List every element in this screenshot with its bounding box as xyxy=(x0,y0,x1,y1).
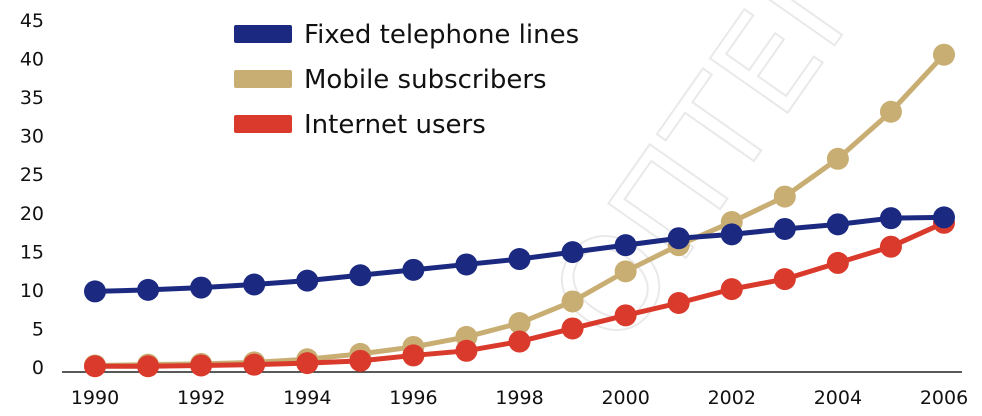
x-tick-label: 2000 xyxy=(601,387,649,409)
data-point xyxy=(826,213,849,236)
data-point xyxy=(773,268,796,291)
series-layer xyxy=(84,43,955,378)
legend-item: Internet users xyxy=(234,110,486,140)
legend-item: Fixed telephone lines xyxy=(234,20,579,50)
data-point xyxy=(84,280,106,303)
data-point xyxy=(508,312,531,335)
data-point xyxy=(561,290,584,313)
y-tick-label: 20 xyxy=(20,203,44,225)
y-tick-label: 35 xyxy=(20,87,44,109)
x-tick-label: 2006 xyxy=(920,387,968,409)
x-tick-label: 2002 xyxy=(708,387,756,409)
x-tick-label: 1998 xyxy=(495,387,543,409)
data-point xyxy=(879,207,902,230)
y-tick-label: 10 xyxy=(20,280,44,302)
data-point xyxy=(561,317,584,340)
data-point xyxy=(84,355,106,378)
legend: Fixed telephone lines Mobile subscribers I… xyxy=(234,20,579,140)
series-0 xyxy=(84,206,955,303)
data-point xyxy=(455,339,478,362)
data-point xyxy=(349,264,372,287)
data-point xyxy=(243,353,266,376)
x-tick-label: 1994 xyxy=(283,387,331,409)
data-point xyxy=(508,330,531,353)
legend-swatch xyxy=(234,70,292,88)
data-point xyxy=(614,260,637,283)
data-point xyxy=(561,241,584,264)
data-point xyxy=(190,354,213,377)
data-point xyxy=(243,273,266,296)
y-axis-ticks: 0 5 10 15 20 25 30 35 40 45 xyxy=(20,10,44,379)
y-tick-label: 25 xyxy=(20,164,44,186)
data-point xyxy=(720,223,743,246)
data-point xyxy=(933,206,955,229)
data-point xyxy=(667,291,690,314)
legend-label: Fixed telephone lines xyxy=(304,20,579,50)
x-tick-label: 1992 xyxy=(177,387,225,409)
data-point xyxy=(508,248,531,271)
data-point xyxy=(826,251,849,274)
data-point xyxy=(137,355,160,378)
data-point xyxy=(933,43,955,66)
legend-item: Mobile subscribers xyxy=(234,65,547,95)
svg-text:ΟΠΤΕΠΑΙΣ: ΟΠΤΕΠΑΙΣ xyxy=(521,0,982,370)
y-tick-label: 0 xyxy=(32,357,44,379)
series-2 xyxy=(84,211,955,378)
y-tick-label: 45 xyxy=(20,10,44,32)
data-point xyxy=(879,100,902,123)
data-point xyxy=(614,234,637,257)
y-tick-label: 15 xyxy=(20,241,44,263)
data-point xyxy=(455,253,478,276)
x-tick-label: 1996 xyxy=(389,387,437,409)
data-point xyxy=(667,227,690,250)
data-point xyxy=(190,276,213,299)
data-point xyxy=(402,344,425,367)
y-tick-label: 30 xyxy=(20,126,44,148)
legend-swatch xyxy=(234,25,292,43)
data-point xyxy=(137,278,160,301)
x-tick-label: 2004 xyxy=(814,387,862,409)
legend-swatch xyxy=(234,115,292,133)
legend-label: Mobile subscribers xyxy=(304,65,547,95)
data-point xyxy=(826,147,849,170)
x-axis-ticks: 1990 1992 1994 1996 1998 2000 2002 2004 2006 xyxy=(71,387,968,409)
data-point xyxy=(773,217,796,240)
data-point xyxy=(349,349,372,372)
watermark: ΟΠΤΕΠΑΙΣ xyxy=(520,0,982,371)
y-tick-label: 40 xyxy=(20,49,44,71)
legend-label: Internet users xyxy=(304,110,486,140)
data-point xyxy=(296,269,319,292)
data-point xyxy=(720,278,743,301)
data-point xyxy=(296,352,319,375)
x-tick-label: 1990 xyxy=(71,387,119,409)
y-tick-label: 5 xyxy=(32,318,44,340)
data-point xyxy=(614,304,637,327)
data-point xyxy=(773,185,796,208)
data-point xyxy=(402,258,425,281)
data-point xyxy=(879,235,902,258)
